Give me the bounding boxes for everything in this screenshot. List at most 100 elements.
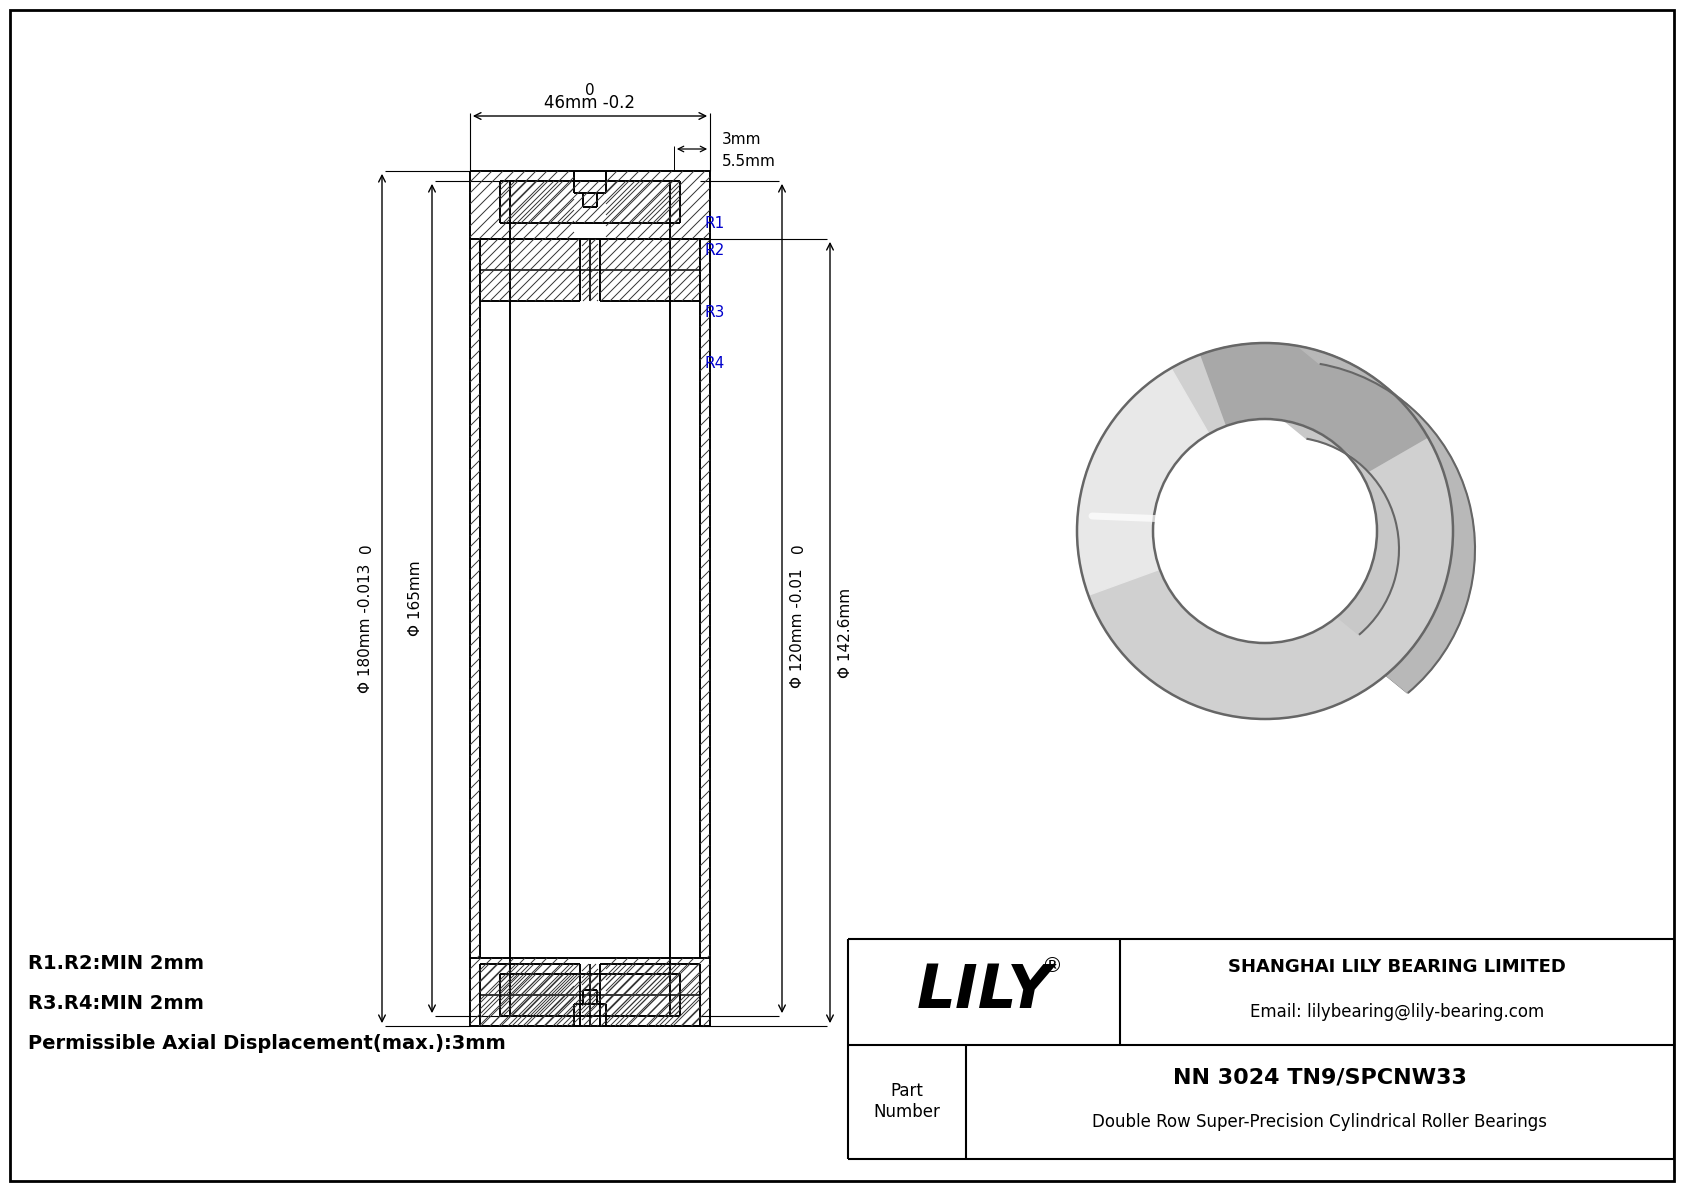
Polygon shape bbox=[1376, 537, 1399, 562]
Polygon shape bbox=[1356, 464, 1381, 487]
Polygon shape bbox=[1416, 419, 1445, 445]
Polygon shape bbox=[1351, 598, 1378, 621]
Polygon shape bbox=[1366, 575, 1389, 599]
Polygon shape bbox=[1308, 348, 1340, 369]
Polygon shape bbox=[1452, 510, 1475, 538]
Text: 0: 0 bbox=[359, 543, 374, 554]
Wedge shape bbox=[1201, 343, 1428, 475]
Polygon shape bbox=[1310, 428, 1337, 449]
Polygon shape bbox=[1450, 553, 1474, 581]
Text: 5.5mm: 5.5mm bbox=[722, 154, 776, 168]
Text: Φ 180mm -0.013: Φ 180mm -0.013 bbox=[359, 563, 374, 693]
Text: ®: ® bbox=[1042, 956, 1063, 975]
Polygon shape bbox=[1359, 368, 1391, 392]
Polygon shape bbox=[1367, 487, 1393, 511]
Polygon shape bbox=[1376, 518, 1399, 542]
Polygon shape bbox=[1367, 569, 1393, 593]
Polygon shape bbox=[1369, 374, 1399, 398]
Polygon shape bbox=[1394, 660, 1423, 686]
Polygon shape bbox=[1376, 544, 1398, 568]
Polygon shape bbox=[1453, 531, 1475, 560]
Polygon shape bbox=[1342, 449, 1369, 472]
Polygon shape bbox=[1347, 454, 1372, 478]
Polygon shape bbox=[1386, 387, 1416, 412]
Polygon shape bbox=[1450, 498, 1474, 528]
Polygon shape bbox=[1445, 574, 1470, 603]
Polygon shape bbox=[1371, 563, 1394, 587]
Text: 46mm -0.2: 46mm -0.2 bbox=[544, 94, 635, 112]
Polygon shape bbox=[1421, 625, 1450, 653]
Text: 3mm: 3mm bbox=[722, 131, 761, 146]
Polygon shape bbox=[1442, 585, 1467, 613]
Text: SHANGHAI LILY BEARING LIMITED: SHANGHAI LILY BEARING LIMITED bbox=[1228, 958, 1566, 975]
Text: Φ 142.6mm: Φ 142.6mm bbox=[839, 587, 854, 678]
Polygon shape bbox=[1349, 363, 1381, 386]
Polygon shape bbox=[1445, 478, 1470, 506]
Text: 0: 0 bbox=[584, 83, 594, 98]
Polygon shape bbox=[1448, 563, 1472, 592]
Polygon shape bbox=[1401, 651, 1431, 678]
Polygon shape bbox=[1410, 410, 1438, 437]
Polygon shape bbox=[1362, 475, 1388, 499]
Text: R4: R4 bbox=[704, 356, 724, 372]
Polygon shape bbox=[1285, 420, 1314, 439]
Polygon shape bbox=[1359, 587, 1384, 611]
Polygon shape bbox=[1298, 345, 1330, 366]
Polygon shape bbox=[1359, 469, 1384, 493]
Text: R2: R2 bbox=[704, 243, 724, 258]
Text: R1: R1 bbox=[704, 216, 724, 231]
Polygon shape bbox=[1337, 612, 1364, 635]
Polygon shape bbox=[1347, 603, 1372, 625]
Polygon shape bbox=[1401, 403, 1431, 428]
Text: 0: 0 bbox=[790, 543, 805, 554]
Polygon shape bbox=[1452, 542, 1475, 570]
Polygon shape bbox=[1378, 524, 1399, 549]
Polygon shape bbox=[1372, 499, 1396, 523]
Polygon shape bbox=[1366, 481, 1389, 505]
Polygon shape bbox=[1315, 431, 1344, 453]
Text: Part
Number: Part Number bbox=[874, 1083, 940, 1121]
Polygon shape bbox=[1342, 607, 1369, 630]
Polygon shape bbox=[1410, 643, 1438, 669]
Polygon shape bbox=[1438, 596, 1463, 623]
Wedge shape bbox=[1078, 368, 1209, 596]
Polygon shape bbox=[1356, 593, 1381, 616]
Polygon shape bbox=[1378, 380, 1408, 405]
Text: NN 3024 TN9/SPCNW33: NN 3024 TN9/SPCNW33 bbox=[1174, 1068, 1467, 1087]
Polygon shape bbox=[1372, 557, 1396, 581]
Polygon shape bbox=[1303, 425, 1332, 447]
Text: Email: lilybearing@lily-bearing.com: Email: lilybearing@lily-bearing.com bbox=[1250, 1003, 1544, 1021]
Polygon shape bbox=[1292, 422, 1319, 442]
Text: Φ 120mm -0.01: Φ 120mm -0.01 bbox=[790, 568, 805, 688]
Polygon shape bbox=[1319, 351, 1351, 373]
Text: Double Row Super-Precision Cylindrical Roller Bearings: Double Row Super-Precision Cylindrical R… bbox=[1093, 1112, 1548, 1130]
Text: R3.R4:MIN 2mm: R3.R4:MIN 2mm bbox=[29, 994, 204, 1014]
Polygon shape bbox=[1332, 441, 1359, 463]
Polygon shape bbox=[1320, 434, 1349, 455]
Polygon shape bbox=[1433, 447, 1460, 474]
Text: Permissible Axial Displacement(max.):3mm: Permissible Axial Displacement(max.):3mm bbox=[29, 1034, 505, 1053]
Polygon shape bbox=[1374, 550, 1398, 575]
Polygon shape bbox=[1337, 445, 1364, 468]
Polygon shape bbox=[1362, 581, 1388, 605]
Polygon shape bbox=[1442, 467, 1467, 495]
Text: Φ 165mm: Φ 165mm bbox=[409, 561, 423, 636]
Polygon shape bbox=[1376, 512, 1398, 536]
Polygon shape bbox=[1428, 616, 1455, 643]
Polygon shape bbox=[1371, 493, 1394, 517]
Polygon shape bbox=[1329, 355, 1361, 376]
Polygon shape bbox=[1433, 605, 1460, 634]
Polygon shape bbox=[1378, 531, 1399, 555]
Polygon shape bbox=[1386, 668, 1416, 693]
Text: LILY: LILY bbox=[916, 962, 1052, 1022]
Polygon shape bbox=[1438, 456, 1463, 485]
Polygon shape bbox=[1428, 437, 1455, 464]
Polygon shape bbox=[1416, 635, 1445, 661]
Polygon shape bbox=[1453, 520, 1475, 549]
Text: R3: R3 bbox=[704, 305, 724, 320]
Polygon shape bbox=[1327, 437, 1354, 460]
Polygon shape bbox=[1339, 358, 1371, 381]
Polygon shape bbox=[1421, 428, 1450, 455]
Polygon shape bbox=[1394, 394, 1423, 420]
Circle shape bbox=[1154, 419, 1378, 643]
